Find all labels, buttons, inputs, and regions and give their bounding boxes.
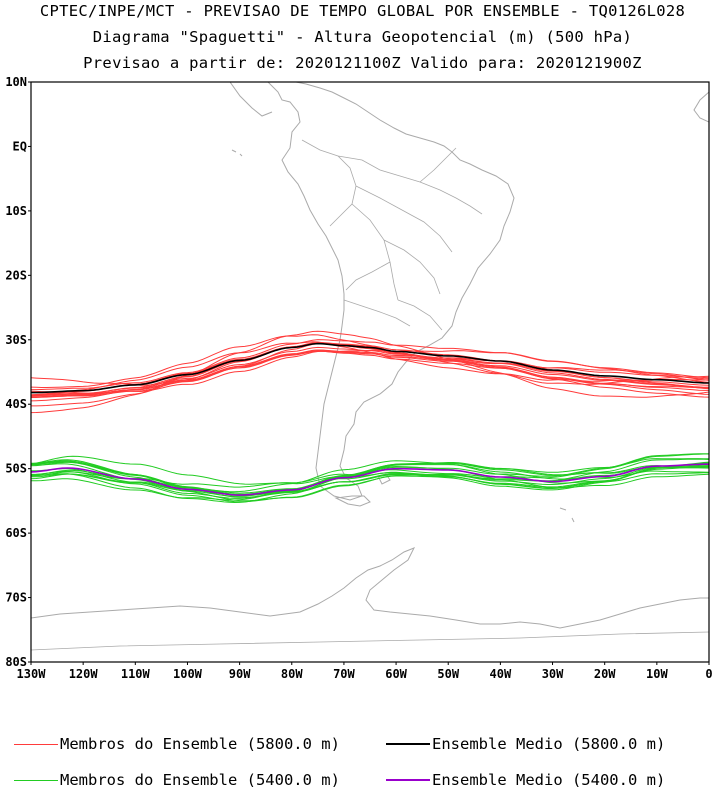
lat-tick-label: 20S (5, 268, 27, 282)
lon-tick-label: 100W (173, 667, 203, 681)
title-line-3: Previsao a partir de: 2020121100Z Valido… (83, 54, 642, 72)
lon-tick-label: 60W (385, 667, 407, 681)
lat-tick-label: 50S (5, 462, 27, 476)
lon-tick-label: 20W (594, 667, 616, 681)
ensemble-member-line (31, 339, 709, 391)
lon-tick-label: 40W (490, 667, 512, 681)
lon-tick-label: 90W (229, 667, 251, 681)
central-america-fragment (229, 82, 273, 117)
title-line-2: Diagrama "Spaguetti" - Altura Geopotenci… (92, 28, 633, 46)
ensemble-member-line (31, 455, 709, 491)
plot-frame (30, 81, 710, 663)
lon-tick-label: 0 (705, 667, 712, 681)
antarctica-interior (31, 631, 709, 651)
ensemble-member-line (31, 350, 709, 396)
members-5400-group (31, 453, 709, 504)
lon-tick-label: 110W (121, 667, 151, 681)
coastline-layer (31, 82, 709, 651)
south-america-coastline (267, 82, 515, 501)
latitude-axis: 10N EQ 10S 20S 30S 40S 50S 60S 70S 80S (5, 75, 31, 669)
legend-label-mean-5400: Ensemble Medio (5400.0 m) (432, 771, 666, 789)
ensemble-member-line (31, 342, 709, 407)
south-georgia (559, 507, 575, 523)
lon-tick-label: 30W (542, 667, 564, 681)
ensemble-member-line (31, 349, 709, 394)
ensemble-member-line (31, 458, 709, 495)
ensemble-mean-5800-line (31, 342, 709, 394)
tierra-del-fuego (334, 495, 371, 507)
antarctica-coastline (31, 547, 709, 629)
title-line-1: CPTEC/INPE/MCT - PREVISAO DE TEMPO GLOBA… (39, 2, 686, 20)
legend-label-members-5800: Membros do Ensemble (5800.0 m) (60, 735, 340, 753)
legend-members-5800: Membros do Ensemble (5800.0 m) (14, 735, 340, 753)
ensemble-member-line (31, 466, 709, 496)
lat-tick-label: 10S (5, 204, 27, 218)
legend-label-members-5400: Membros do Ensemble (5400.0 m) (60, 771, 340, 789)
ensemble-member-line (31, 334, 709, 388)
spaghetti-map: 10N EQ 10S 20S 30S 40S 50S 60S 70S 80S 130W 120W 11… (5, 75, 713, 681)
lat-tick-label: 30S (5, 333, 27, 347)
ensemble-member-line (31, 350, 709, 398)
ensemble-member-line (31, 465, 709, 501)
means-group (31, 342, 709, 496)
ensemble-member-line (31, 460, 709, 493)
ensemble-mean-5400-line (31, 463, 709, 496)
lon-tick-label: 120W (69, 667, 99, 681)
africa-edge (693, 91, 709, 123)
ensemble-member-line (31, 341, 709, 396)
lat-tick-label: 60S (5, 526, 27, 540)
ensemble-member-line (31, 346, 709, 396)
legend-swatch-mean-5400 (386, 779, 430, 781)
legend-mean-5800: Ensemble Medio (5800.0 m) (386, 735, 665, 753)
lat-tick-label: 80S (5, 655, 27, 669)
legend-swatch-mean-5800 (386, 743, 430, 745)
lat-tick-label: EQ (13, 139, 27, 153)
galapagos-dots (231, 149, 243, 157)
longitude-axis: 130W 120W 110W 100W 90W 80W 70W 60W 50W 40W 30W 20W… (17, 662, 713, 681)
members-5800-group (31, 330, 709, 414)
legend-swatch-members-5800 (14, 743, 58, 745)
country-borders (301, 139, 483, 331)
lat-tick-label: 40S (5, 397, 27, 411)
lat-tick-label: 10N (5, 75, 27, 89)
lon-tick-label: 80W (281, 667, 303, 681)
legend-members-5400: Membros do Ensemble (5400.0 m) (14, 771, 340, 789)
legend-label-mean-5800: Ensemble Medio (5800.0 m) (432, 735, 666, 753)
legend-swatch-members-5400 (14, 779, 58, 781)
legend-mean-5400: Ensemble Medio (5400.0 m) (386, 771, 665, 789)
lon-tick-label: 130W (17, 667, 47, 681)
lon-tick-label: 10W (646, 667, 668, 681)
lat-tick-label: 70S (5, 591, 27, 605)
lon-tick-label: 70W (333, 667, 355, 681)
lon-tick-label: 50W (437, 667, 459, 681)
